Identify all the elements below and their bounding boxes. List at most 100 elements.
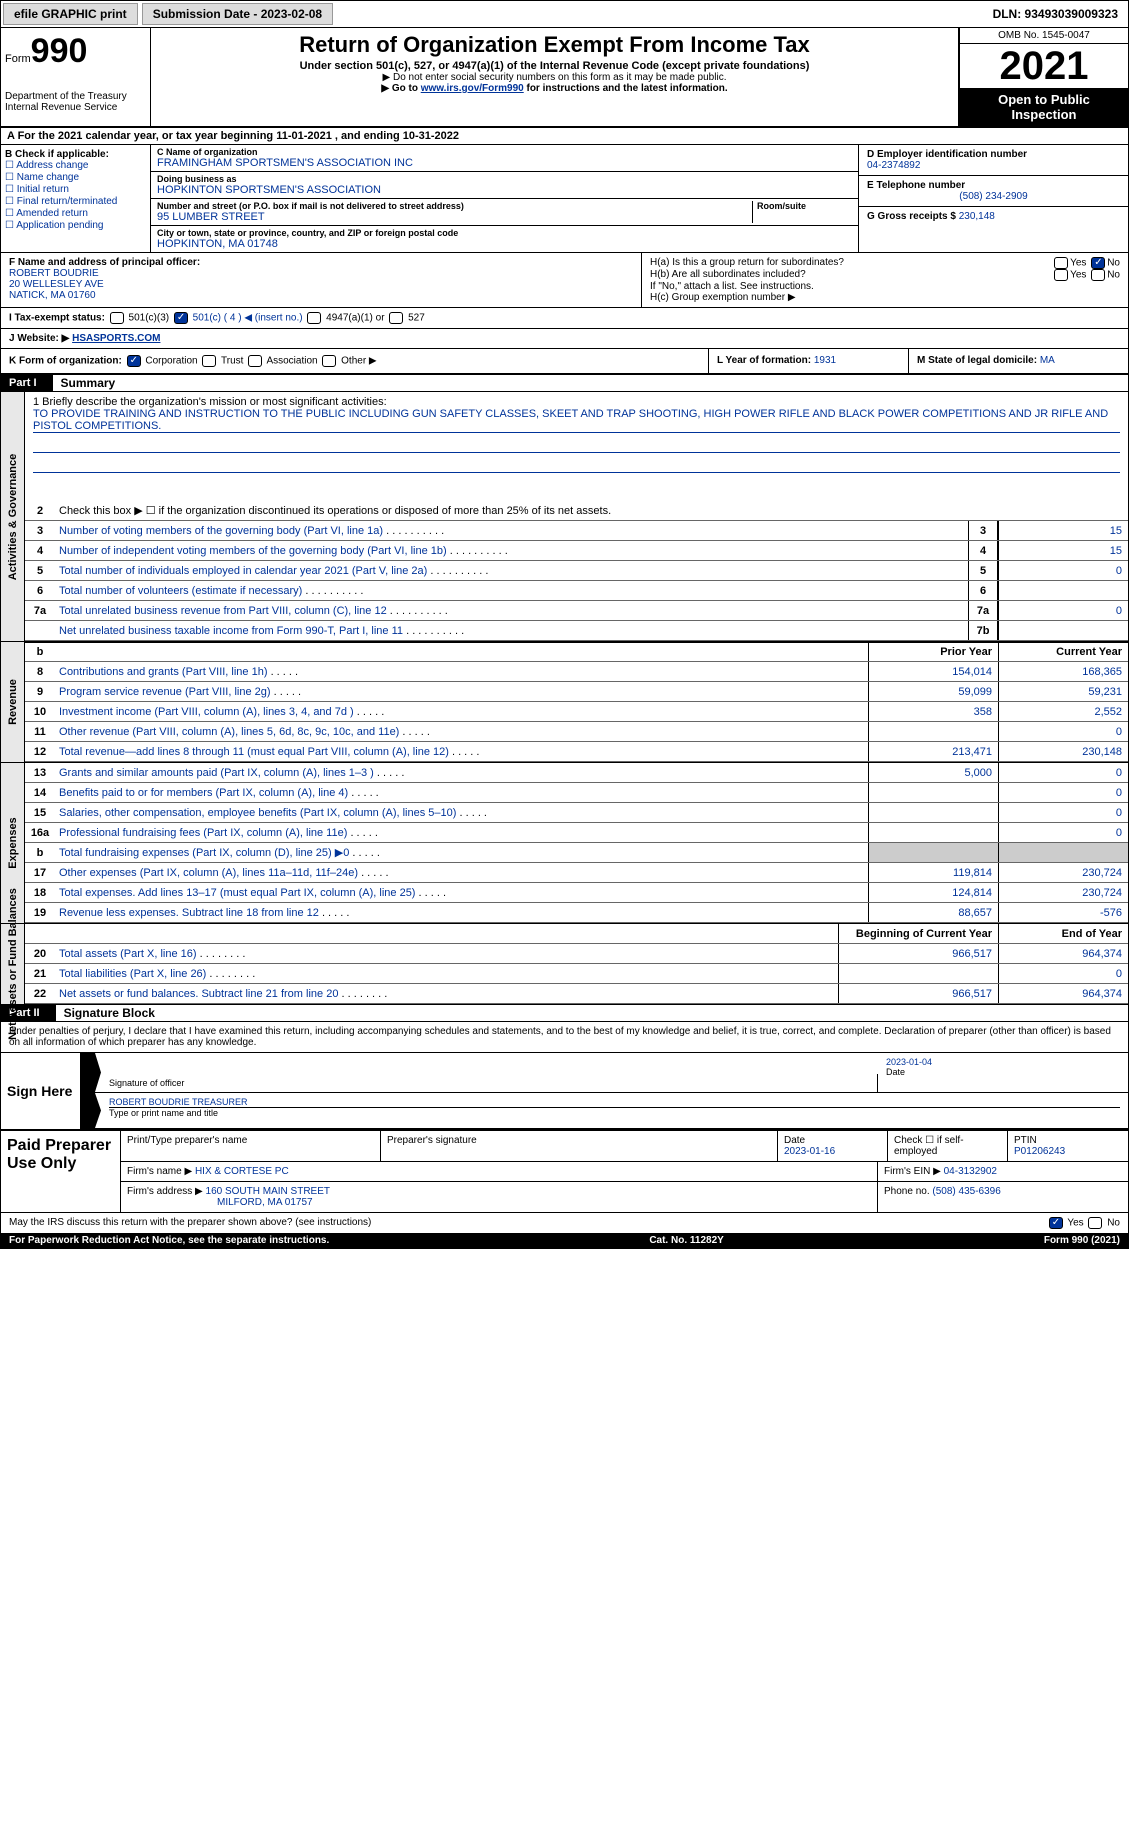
paid-preparer-section: Paid Preparer Use Only Print/Type prepar…	[1, 1129, 1128, 1212]
prep-date: 2023-01-16	[784, 1146, 835, 1157]
bottom-bar: For Paperwork Reduction Act Notice, see …	[1, 1233, 1128, 1248]
note2-post: for instructions and the latest informat…	[524, 83, 728, 94]
firm-ein: 04-3132902	[944, 1166, 997, 1177]
netassets-section: Net Assets or Fund Balances Beginning of…	[1, 924, 1128, 1005]
topbar: efile GRAPHIC print Submission Date - 20…	[1, 1, 1128, 28]
omb-number: OMB No. 1545-0047	[960, 28, 1128, 44]
gross-label: G Gross receipts $	[867, 211, 956, 222]
line1-label: 1 Briefly describe the organization's mi…	[33, 396, 1120, 408]
chk-501c[interactable]	[174, 312, 188, 324]
chk-name-change[interactable]: ☐ Name change	[5, 172, 146, 183]
open-to-public: Open to Public Inspection	[960, 88, 1128, 126]
mission-text: TO PROVIDE TRAINING AND INSTRUCTION TO T…	[33, 408, 1120, 433]
hc-label: H(c) Group exemption number ▶	[650, 292, 1120, 303]
sig-date-val: 2023-01-04	[886, 1057, 1120, 1067]
section-de: D Employer identification number 04-2374…	[858, 145, 1128, 252]
part2-header: Part II Signature Block	[1, 1005, 1128, 1022]
k-label: K Form of organization:	[9, 356, 122, 367]
sig-intro: Under penalties of perjury, I declare th…	[1, 1022, 1128, 1053]
note2-pre: ▶ Go to	[381, 83, 420, 94]
city-value: HOPKINTON, MA 01748	[157, 238, 852, 250]
efile-print-button[interactable]: efile GRAPHIC print	[3, 3, 138, 25]
cat-number: Cat. No. 11282Y	[649, 1235, 723, 1246]
section-bcde: B Check if applicable: ☐ Address change …	[1, 145, 1128, 252]
website-link[interactable]: HSASPORTS.COM	[72, 333, 160, 344]
prep-check-label: Check ☐ if self-employed	[888, 1131, 1008, 1161]
note-ssn: ▶ Do not enter social security numbers o…	[155, 72, 954, 83]
header-mid: Return of Organization Exempt From Incom…	[151, 28, 958, 126]
chk-initial-return[interactable]: ☐ Initial return	[5, 184, 146, 195]
section-b: B Check if applicable: ☐ Address change …	[1, 145, 151, 252]
ein-label: D Employer identification number	[867, 149, 1120, 160]
row-j: J Website: ▶ HSASPORTS.COM	[1, 328, 1128, 348]
ha-no[interactable]	[1091, 257, 1105, 269]
prep-phone: (508) 435-6396	[932, 1186, 1000, 1197]
sign-here-label: Sign Here	[1, 1053, 81, 1129]
org-name-label: C Name of organization	[157, 147, 852, 157]
hb-yes[interactable]	[1054, 269, 1068, 281]
form-label: Form	[5, 53, 31, 65]
note-link: ▶ Go to www.irs.gov/Form990 for instruct…	[155, 83, 954, 94]
state-domicile: MA	[1040, 355, 1055, 366]
hb-no[interactable]	[1091, 269, 1105, 281]
sign-here-section: Sign Here Signature of officer 2023-01-0…	[1, 1053, 1128, 1129]
row-i: I Tax-exempt status: 501(c)(3) 501(c) ( …	[1, 307, 1128, 328]
chk-527[interactable]	[389, 312, 403, 324]
chk-trust[interactable]	[202, 355, 216, 367]
paperwork-notice: For Paperwork Reduction Act Notice, see …	[9, 1235, 329, 1246]
section-m: M State of legal domicile: MA	[908, 349, 1128, 373]
mission-blank3	[33, 477, 1120, 493]
chk-application-pending[interactable]: ☐ Application pending	[5, 220, 146, 231]
section-k: K Form of organization: Corporation Trus…	[1, 349, 708, 373]
line2-text: Check this box ▶ ☐ if the organization d…	[55, 502, 1128, 519]
chk-final-return[interactable]: ☐ Final return/terminated	[5, 196, 146, 207]
hdr-current: Current Year	[998, 643, 1128, 661]
hdr-prior: Prior Year	[868, 643, 998, 661]
phone-label: E Telephone number	[867, 180, 1120, 191]
discuss-yes[interactable]	[1049, 1217, 1063, 1229]
phone-value: (508) 234-2909	[867, 191, 1120, 202]
street-label: Number and street (or P.O. box if mail i…	[157, 201, 752, 211]
officer-print-name: ROBERT BOUDRIE TREASURER	[109, 1097, 1120, 1108]
discuss-row: May the IRS discuss this return with the…	[1, 1212, 1128, 1233]
side-revenue: Revenue	[7, 679, 19, 725]
header-left: Form990 Department of the Treasury Inter…	[1, 28, 151, 126]
officer-addr1: 20 WELLESLEY AVE	[9, 279, 633, 290]
ha-yes[interactable]	[1054, 257, 1068, 269]
firm-addr2: MILFORD, MA 01757	[127, 1197, 313, 1208]
paid-prep-label: Paid Preparer Use Only	[1, 1131, 121, 1212]
chk-amended-return[interactable]: ☐ Amended return	[5, 208, 146, 219]
ein-value: 04-2374892	[867, 160, 1120, 171]
hdr-begin: Beginning of Current Year	[838, 924, 998, 943]
arrow-icon	[81, 1053, 101, 1092]
chk-assoc[interactable]	[248, 355, 262, 367]
chk-501c3[interactable]	[110, 312, 124, 324]
i-label: I Tax-exempt status:	[9, 313, 105, 324]
chk-other[interactable]	[322, 355, 336, 367]
section-f: F Name and address of principal officer:…	[1, 253, 641, 307]
print-name-label: Type or print name and title	[109, 1108, 1120, 1118]
j-label: J Website: ▶	[9, 333, 69, 344]
tax-year: 2021	[960, 44, 1128, 88]
chk-corp[interactable]	[127, 355, 141, 367]
discuss-no[interactable]	[1088, 1217, 1102, 1229]
ha-label: H(a) Is this a group return for subordin…	[650, 257, 1052, 269]
submission-date-button[interactable]: Submission Date - 2023-02-08	[142, 3, 333, 25]
row-a-tax-year: A For the 2021 calendar year, or tax yea…	[1, 128, 1128, 145]
dba-label: Doing business as	[157, 174, 852, 184]
form-subtitle: Under section 501(c), 527, or 4947(a)(1)…	[155, 60, 954, 72]
firm-addr: 160 SOUTH MAIN STREET	[206, 1186, 330, 1197]
year-formation: 1931	[814, 355, 836, 366]
arrow-icon	[81, 1093, 101, 1128]
form-container: efile GRAPHIC print Submission Date - 20…	[0, 0, 1129, 1249]
side-governance: Activities & Governance	[7, 453, 19, 580]
chk-4947[interactable]	[307, 312, 321, 324]
city-label: City or town, state or province, country…	[157, 228, 852, 238]
org-name: FRAMINGHAM SPORTSMEN'S ASSOCIATION INC	[157, 157, 852, 169]
dept-label: Department of the Treasury Internal Reve…	[5, 91, 146, 113]
section-fh: F Name and address of principal officer:…	[1, 252, 1128, 307]
chk-address-change[interactable]: ☐ Address change	[5, 160, 146, 171]
section-c: C Name of organization FRAMINGHAM SPORTS…	[151, 145, 858, 252]
dba-value: HOPKINTON SPORTSMEN'S ASSOCIATION	[157, 184, 852, 196]
irs-link[interactable]: www.irs.gov/Form990	[421, 83, 524, 94]
